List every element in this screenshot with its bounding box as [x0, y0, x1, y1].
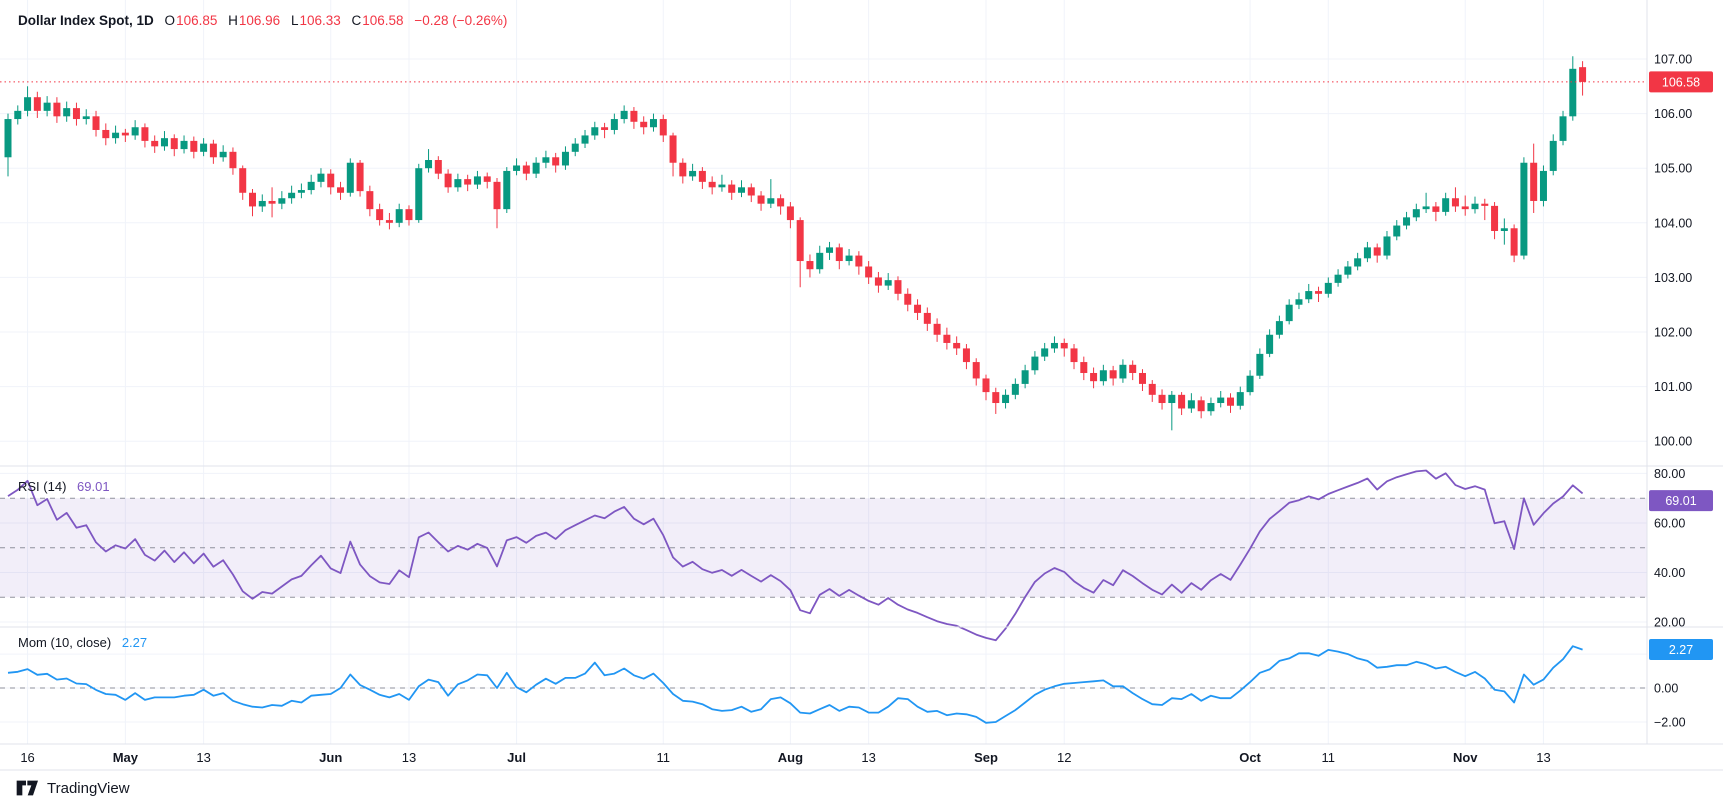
svg-text:−2.00: −2.00: [1654, 715, 1686, 729]
svg-text:Sep: Sep: [974, 750, 998, 765]
momentum-value: 2.27: [121, 635, 148, 650]
level-lines: [0, 497, 1647, 689]
candles-series[interactable]: [4, 56, 1587, 431]
svg-text:11: 11: [657, 750, 671, 765]
open-value: 106.85: [176, 13, 218, 28]
svg-text:106.58: 106.58: [1662, 75, 1700, 89]
svg-text:40.00: 40.00: [1654, 566, 1685, 580]
rsi-legend[interactable]: RSI (14) 69.01: [18, 479, 110, 494]
svg-text:Aug: Aug: [778, 750, 803, 765]
svg-text:16: 16: [20, 750, 34, 765]
svg-text:80.00: 80.00: [1654, 467, 1685, 481]
svg-text:13: 13: [196, 750, 210, 765]
svg-text:102.00: 102.00: [1654, 326, 1692, 340]
rsi-line[interactable]: [7, 469, 1584, 642]
svg-text:0.00: 0.00: [1654, 682, 1678, 696]
open-key: O: [164, 13, 176, 28]
svg-text:69.01: 69.01: [1665, 494, 1696, 508]
svg-text:2.27: 2.27: [1669, 643, 1693, 657]
price-axis[interactable]: 107.00 106.00 105.00 104.00 103.00 102.00 101.…: [1654, 52, 1692, 729]
svg-text:100.00: 100.00: [1654, 435, 1692, 449]
time-axis[interactable]: 16 May 13 Jun 13 Jul 11 Aug 13 Sep 12 Oct 11 Nov 13: [20, 750, 1550, 765]
close-key: C: [351, 13, 362, 28]
tradingview-logo-text: TradingView: [47, 779, 130, 797]
svg-text:Oct: Oct: [1239, 750, 1261, 765]
svg-text:13: 13: [402, 750, 416, 765]
momentum-label[interactable]: Mom (10, close): [18, 635, 112, 650]
svg-text:Jun: Jun: [319, 750, 342, 765]
tradingview-logo-icon: [16, 780, 38, 796]
momentum-legend[interactable]: Mom (10, close) 2.27: [18, 635, 147, 650]
axis-badges: 106.58 69.01 2.27: [1649, 71, 1713, 661]
svg-text:May: May: [113, 750, 139, 765]
svg-text:Nov: Nov: [1453, 750, 1478, 765]
svg-text:107.00: 107.00: [1654, 52, 1692, 66]
change-value: −0.28 (−0.26%): [414, 13, 508, 28]
svg-text:13: 13: [861, 750, 875, 765]
svg-text:11: 11: [1322, 750, 1336, 765]
low-value: 106.33: [299, 13, 341, 28]
low-key: L: [290, 13, 299, 28]
high-key: H: [228, 13, 238, 28]
svg-text:Jul: Jul: [507, 750, 526, 765]
svg-text:101.00: 101.00: [1654, 380, 1692, 394]
tradingview-attribution[interactable]: TradingView: [16, 778, 130, 798]
svg-text:20.00: 20.00: [1654, 616, 1685, 630]
svg-text:13: 13: [1536, 750, 1550, 765]
svg-text:106.00: 106.00: [1654, 107, 1692, 121]
close-value: 106.58: [362, 13, 404, 28]
svg-text:60.00: 60.00: [1654, 516, 1685, 530]
svg-text:12: 12: [1057, 750, 1071, 765]
symbol-legend[interactable]: Dollar Index Spot, 1D O106.85 H106.96 L1…: [18, 13, 507, 28]
svg-text:105.00: 105.00: [1654, 162, 1692, 176]
svg-text:104.00: 104.00: [1654, 216, 1692, 230]
rsi-value: 69.01: [77, 479, 110, 494]
symbol-title[interactable]: Dollar Index Spot, 1D: [18, 13, 154, 28]
momentum-line[interactable]: [7, 645, 1583, 724]
grid-layer: [0, 0, 1647, 744]
svg-text:103.00: 103.00: [1654, 271, 1692, 285]
pane-separators[interactable]: [0, 0, 1723, 771]
high-value: 106.96: [238, 13, 281, 28]
rsi-label[interactable]: RSI (14): [18, 479, 67, 494]
